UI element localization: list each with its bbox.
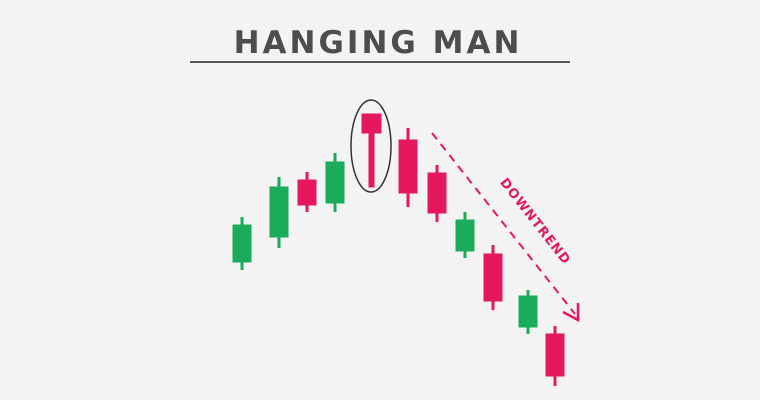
candle-body	[269, 186, 289, 238]
hanging-man-wick	[368, 129, 375, 188]
candle-body	[325, 161, 345, 204]
candle-body	[398, 139, 418, 194]
candle-body	[455, 219, 475, 252]
trend-arrow	[431, 132, 576, 315]
candle-body	[545, 333, 565, 377]
arrow-head	[562, 303, 580, 323]
candle-body	[297, 179, 317, 206]
candle-body	[232, 224, 252, 263]
candle-body	[427, 172, 447, 214]
candle-body	[518, 295, 538, 328]
candles	[232, 99, 565, 386]
highlight-ellipse	[350, 99, 392, 193]
candle-body	[483, 253, 503, 302]
title: HANGING MAN	[234, 25, 523, 61]
